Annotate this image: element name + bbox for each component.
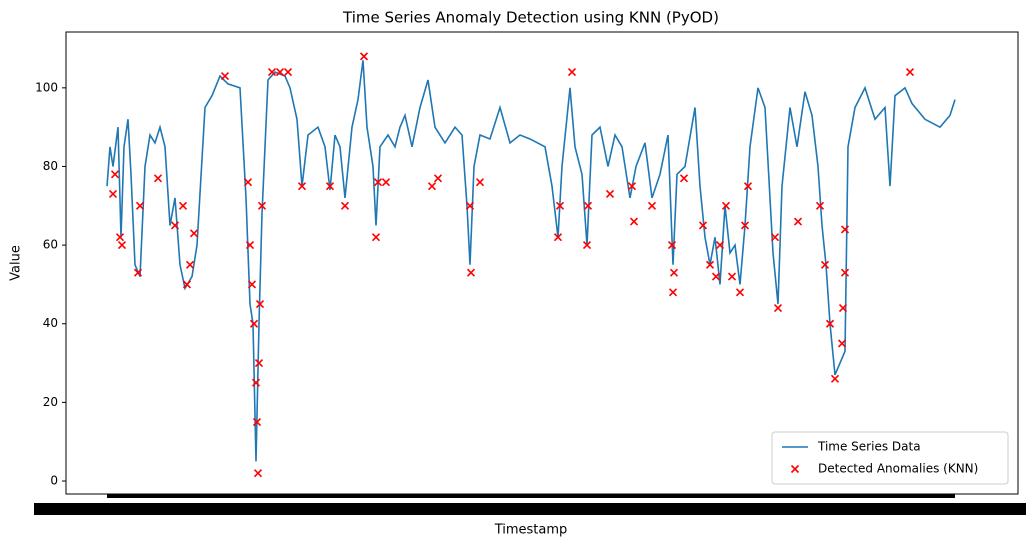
anomaly-marker (647, 201, 657, 210)
anomaly-marker (340, 201, 350, 210)
anomaly-marker (245, 241, 255, 250)
anomaly-marker (825, 319, 835, 328)
anomaly-marker (773, 303, 783, 313)
anomaly-marker (711, 272, 721, 281)
anomaly-marker (553, 233, 563, 242)
anomaly-marker (185, 260, 195, 269)
anomaly-marker (189, 229, 199, 238)
anomaly-marker (679, 174, 689, 183)
y-tick-label: 100 (35, 80, 58, 94)
anomaly-marker (715, 241, 725, 250)
x-tick-marks (107, 494, 955, 498)
x-axis-label: Timestamp (494, 523, 568, 538)
axes-frame (65, 31, 1019, 495)
anomaly-marker (840, 268, 850, 277)
anomaly-marker (252, 417, 262, 427)
anomaly-marker (373, 178, 383, 187)
y-tick-label: 80 (43, 159, 58, 173)
anomaly-marker (465, 201, 475, 210)
legend-label: Detected Anomalies (KNN) (818, 462, 978, 476)
anomaly-marker (740, 221, 750, 230)
anomaly-marker (743, 182, 753, 191)
anomaly-marker (721, 201, 731, 210)
legend-label: Time Series Data (817, 440, 921, 454)
anomaly-marker (669, 268, 679, 277)
anomaly-marker (567, 68, 577, 77)
y-tick-label: 0 (50, 474, 58, 488)
data-line (106, 60, 956, 462)
anomaly-marker (815, 201, 825, 210)
anomaly-marker (297, 182, 307, 191)
anomaly-marker (629, 217, 639, 226)
chart-title: Time Series Anomaly Detection using KNN … (342, 9, 719, 27)
anomaly-marker (267, 68, 277, 77)
anomaly-marker (381, 178, 391, 187)
y-tick-label: 60 (43, 238, 58, 252)
anomaly-marker (182, 280, 192, 289)
anomaly-marker (257, 201, 267, 210)
anomaly-marker (153, 174, 163, 183)
anomaly-marker (466, 268, 476, 277)
plot-area (106, 52, 956, 478)
anomaly-marker (427, 182, 437, 191)
anomaly-marker (838, 303, 848, 313)
anomaly-marker (115, 233, 125, 242)
anomaly-marker (820, 260, 830, 269)
anomaly-marker (830, 374, 840, 383)
anomaly-marker (627, 182, 637, 191)
anomaly-marker (108, 189, 118, 199)
anomaly-marker (605, 189, 615, 199)
anomaly-marker (698, 221, 708, 230)
x-tick-labels-overlap (34, 503, 1026, 515)
anomaly-marker (727, 272, 737, 281)
anomaly-marker (837, 339, 847, 348)
anomaly-marker (254, 359, 264, 368)
anomaly-marker (135, 201, 145, 210)
anomaly-marker (359, 52, 369, 61)
anomaly-marker (243, 178, 253, 187)
anomaly-marker (840, 225, 850, 234)
anomaly-marker (433, 174, 443, 183)
anomaly-marker (475, 178, 485, 187)
anomaly-marker (793, 217, 803, 226)
anomaly-marker (555, 201, 565, 210)
anomaly-marker (220, 71, 230, 81)
anomaly-marker (770, 233, 780, 242)
anomaly-marker (178, 201, 188, 210)
anomaly-marker (251, 378, 261, 387)
anomaly-marker (283, 68, 293, 77)
anomaly-marker (667, 241, 677, 250)
anomaly-marker (253, 469, 263, 478)
anomaly-marker (117, 241, 127, 250)
anomaly-marker (705, 260, 715, 269)
anomaly-marker (905, 68, 915, 77)
legend-box (771, 431, 1009, 485)
y-tick-label: 20 (43, 395, 58, 409)
anomaly-marker (583, 201, 593, 210)
y-axis-label: Value (9, 245, 24, 281)
anomaly-marker (247, 280, 257, 289)
legend-swatch (790, 464, 800, 474)
anomaly-marker (371, 233, 381, 242)
anomaly-marker (110, 170, 120, 179)
anomaly-marker (275, 68, 285, 77)
anomaly-marker (133, 268, 143, 277)
anomaly-marker (255, 300, 265, 309)
anomaly-marker (325, 182, 335, 191)
anomaly-marker (170, 221, 180, 230)
anomaly-marker (735, 288, 745, 297)
y-tick-label: 40 (43, 316, 58, 330)
anomaly-marker (249, 319, 259, 328)
anomaly-marker (668, 288, 678, 297)
anomaly-marker (582, 241, 592, 250)
